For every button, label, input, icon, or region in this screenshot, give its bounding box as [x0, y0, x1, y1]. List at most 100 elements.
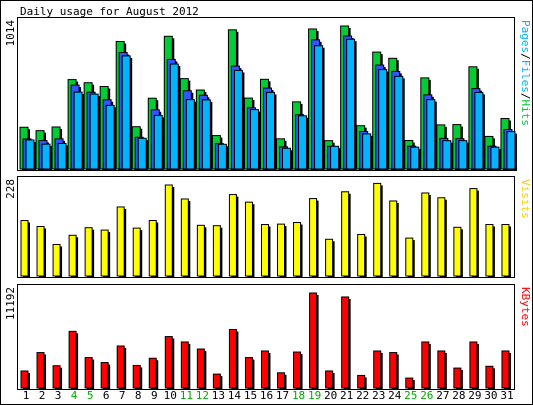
bar-kbytes-day-3 — [52, 365, 63, 390]
bar-visits-day-24 — [389, 200, 399, 278]
day-label-26: 26 — [420, 389, 433, 402]
day-label-18: 18 — [292, 389, 305, 402]
side-label-part: / — [519, 93, 532, 100]
bar-pages-day-9 — [153, 114, 165, 171]
bar-visits-day-7 — [116, 206, 127, 278]
bar-pages-day-16 — [265, 91, 277, 171]
bar-pages-day-5 — [89, 93, 101, 171]
bar-kbytes-day-19 — [309, 292, 319, 390]
bar-visits-day-4 — [68, 234, 79, 278]
bar-pages-day-20 — [330, 145, 341, 171]
day-label-6: 6 — [103, 389, 110, 402]
panel-max-label-kbytes: 11192 — [4, 287, 17, 320]
bar-pages-day-10 — [169, 63, 181, 171]
bar-kbytes-day-11 — [180, 341, 191, 390]
bar-kbytes-day-5 — [84, 357, 95, 390]
panel-side-label-hits: Pages/Files/Hits — [519, 20, 532, 126]
bar-kbytes-day-9 — [148, 357, 159, 390]
bar-pages-day-13 — [217, 143, 229, 171]
bar-pages-day-24 — [394, 75, 405, 171]
bar-pages-day-30 — [490, 146, 501, 171]
day-label-15: 15 — [244, 389, 257, 402]
bar-pages-day-21 — [346, 38, 357, 171]
bar-visits-day-20 — [325, 238, 335, 278]
day-label-23: 23 — [372, 389, 385, 402]
bar-visits-day-28 — [453, 226, 463, 278]
day-label-25: 25 — [404, 389, 417, 402]
bar-pages-day-22 — [362, 133, 373, 171]
series-visits — [20, 182, 511, 278]
bar-visits-day-9 — [148, 220, 159, 278]
side-label-part: Hits — [519, 100, 532, 127]
bar-visits-day-15 — [244, 201, 255, 278]
panel-max-label-visits: 228 — [4, 179, 17, 199]
bar-pages-day-26 — [426, 99, 437, 171]
bar-kbytes-day-21 — [341, 296, 351, 390]
bar-pages-day-27 — [442, 140, 453, 171]
bar-visits-day-12 — [196, 224, 207, 278]
bar-pages-day-14 — [233, 69, 245, 171]
bar-pages-day-3 — [57, 142, 69, 171]
bar-visits-day-30 — [485, 224, 495, 278]
bar-pages-day-28 — [458, 140, 469, 171]
bar-pages-day-4 — [73, 91, 85, 171]
bar-pages-day-23 — [378, 69, 389, 171]
day-label-7: 7 — [119, 389, 126, 402]
bar-visits-day-18 — [293, 222, 303, 278]
bar-kbytes-day-24 — [389, 352, 399, 390]
bar-kbytes-day-2 — [36, 352, 47, 390]
bar-visits-day-2 — [36, 226, 47, 278]
bar-visits-day-8 — [132, 227, 143, 278]
bar-visits-day-26 — [421, 192, 431, 278]
bar-pages-day-18 — [298, 115, 309, 171]
bar-pages-day-7 — [121, 55, 133, 172]
day-label-29: 29 — [468, 389, 481, 402]
day-label-17: 17 — [276, 389, 289, 402]
panel-hits: 1014 Pages/Files/Hits — [4, 17, 532, 172]
panel-side-label-visits: Visits — [519, 179, 532, 219]
side-label-part: Pages — [519, 20, 532, 53]
bar-visits-day-29 — [469, 188, 479, 278]
day-label-2: 2 — [39, 389, 46, 402]
bar-kbytes-day-22 — [357, 374, 367, 390]
day-label-13: 13 — [212, 389, 225, 402]
bar-kbytes-day-31 — [501, 350, 511, 390]
panel-side-label-kbytes: KBytes — [519, 287, 532, 327]
day-label-1: 1 — [23, 389, 30, 402]
bar-kbytes-day-23 — [373, 350, 383, 390]
bar-pages-day-17 — [282, 147, 293, 171]
day-label-5: 5 — [87, 389, 94, 402]
bar-kbytes-day-16 — [260, 350, 271, 390]
bar-visits-day-27 — [437, 197, 447, 278]
bar-kbytes-day-27 — [437, 350, 447, 390]
day-label-10: 10 — [164, 389, 177, 402]
day-label-14: 14 — [228, 389, 242, 402]
day-label-19: 19 — [308, 389, 321, 402]
bar-visits-day-6 — [100, 229, 111, 278]
chart-title: Daily usage for August 2012 — [20, 5, 199, 18]
bar-visits-day-16 — [260, 224, 271, 278]
day-label-31: 31 — [500, 389, 513, 402]
bar-kbytes-day-7 — [116, 345, 127, 390]
bar-visits-day-5 — [84, 227, 95, 278]
bar-visits-day-25 — [405, 237, 415, 278]
bar-visits-day-14 — [228, 194, 239, 278]
bar-visits-day-19 — [309, 198, 319, 278]
bar-visits-day-13 — [212, 225, 223, 278]
day-label-30: 30 — [484, 389, 497, 402]
series-pages — [25, 38, 517, 172]
bar-kbytes-day-1 — [20, 370, 30, 390]
bar-visits-day-11 — [180, 198, 191, 278]
series-kbytes — [20, 292, 511, 390]
bar-kbytes-day-15 — [244, 357, 255, 390]
bar-pages-day-6 — [105, 104, 117, 171]
bar-pages-day-31 — [506, 131, 517, 171]
bar-kbytes-day-10 — [164, 336, 175, 390]
day-label-28: 28 — [452, 389, 465, 402]
bar-kbytes-day-26 — [421, 341, 431, 390]
bar-kbytes-day-14 — [228, 328, 239, 390]
bar-pages-day-2 — [41, 143, 53, 171]
day-label-16: 16 — [260, 389, 273, 402]
